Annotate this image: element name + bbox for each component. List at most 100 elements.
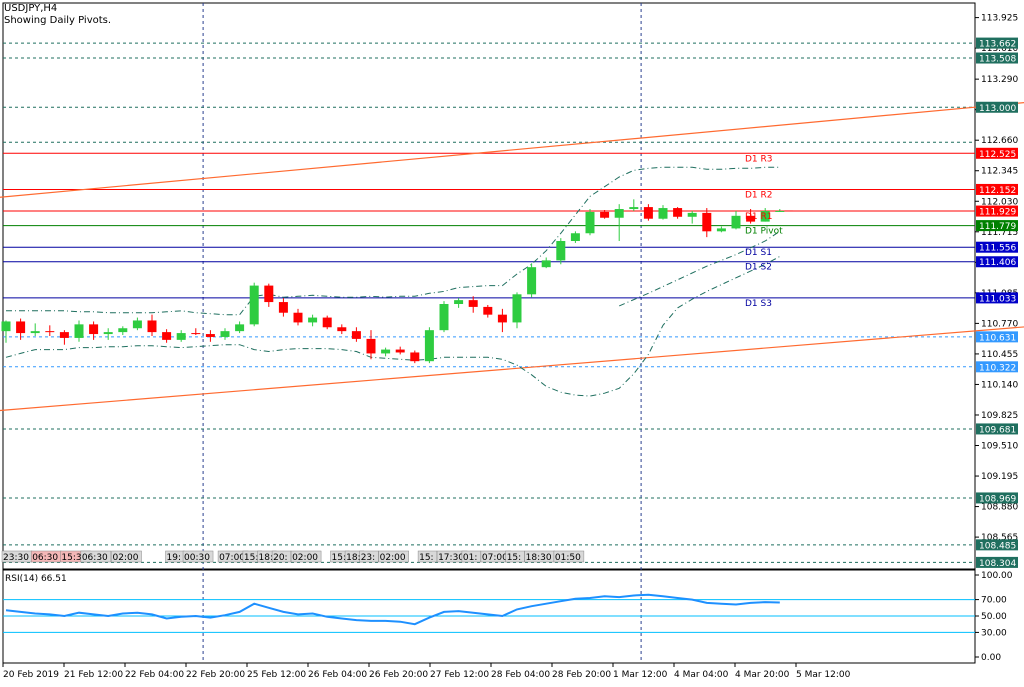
time-label-11: 02:00 bbox=[290, 550, 322, 563]
bollinger-lower-band bbox=[5, 256, 781, 397]
candle-10 bbox=[147, 314, 157, 336]
price-tag-bg bbox=[976, 205, 1018, 217]
price-axis-label-5: 112.345 bbox=[981, 167, 1018, 177]
candle-body bbox=[162, 332, 172, 340]
candle-body bbox=[30, 331, 40, 334]
time-label-14: 23: bbox=[359, 550, 379, 563]
candle-34 bbox=[497, 308, 507, 333]
candle-body bbox=[673, 208, 683, 217]
rsi-axis-label-0: 100.00 bbox=[981, 571, 1013, 581]
candle-body bbox=[16, 321, 26, 334]
time-axis-label-10: 1 Mar 12:00 bbox=[613, 670, 668, 680]
time-label-15: 02:00 bbox=[378, 550, 409, 563]
price-tag-bg bbox=[976, 183, 1018, 195]
time-label-text: 15: bbox=[244, 553, 258, 563]
price-tag-7: 111.556 bbox=[976, 241, 1018, 254]
price-tag-bg bbox=[976, 539, 1018, 551]
trend-line-0 bbox=[0, 102, 1024, 198]
candle-body bbox=[410, 352, 420, 362]
candle-49 bbox=[716, 226, 726, 233]
price-tag-bg bbox=[976, 492, 1018, 504]
candle-29 bbox=[424, 327, 434, 364]
rsi-layer: 100.00 70.00 50.00 30.00 0.00 bbox=[3, 571, 1013, 663]
price-tag-12: 109.681 bbox=[976, 423, 1018, 435]
candle-body bbox=[643, 207, 653, 219]
price-tag-11: 110.322 bbox=[976, 361, 1018, 373]
candle-body bbox=[264, 285, 274, 303]
price-axis-label-17: 108.565 bbox=[981, 533, 1018, 543]
candle-26 bbox=[381, 347, 391, 357]
candle-body bbox=[497, 314, 507, 323]
price-tag-bg bbox=[976, 292, 1018, 304]
time-axis-label-12: 4 Mar 20:00 bbox=[735, 670, 790, 680]
candle-body bbox=[278, 302, 288, 313]
candle-body bbox=[483, 306, 493, 315]
time-label-text: 18: bbox=[259, 553, 273, 563]
time-label-text: 01:50 bbox=[555, 553, 581, 563]
candle-body bbox=[366, 338, 376, 354]
time-label-20: 15: bbox=[505, 550, 525, 563]
candle-body bbox=[235, 324, 245, 332]
price-tag-text: 108.485 bbox=[979, 541, 1016, 551]
candle-body bbox=[59, 332, 69, 338]
price-tag-text: 111.406 bbox=[979, 258, 1016, 268]
candle-body bbox=[249, 285, 259, 325]
price-tag-13: 108.969 bbox=[976, 492, 1018, 504]
pivot-label-0: D1 R3 bbox=[745, 154, 773, 164]
candle-12 bbox=[176, 330, 186, 342]
candle-1 bbox=[16, 318, 26, 340]
time-label-bg bbox=[378, 550, 409, 563]
pivot-label-5: D1 S2 bbox=[745, 263, 772, 273]
candle-9 bbox=[132, 317, 142, 331]
time-label-18: 01: bbox=[461, 550, 481, 563]
candle-17 bbox=[249, 282, 259, 327]
candle-body bbox=[74, 324, 84, 338]
rsi-axis-label-3: 30.00 bbox=[981, 628, 1007, 638]
candle-2 bbox=[30, 323, 40, 336]
candle-body bbox=[556, 241, 566, 261]
price-tag-9: 111.033 bbox=[976, 292, 1018, 304]
price-axis-label-6: 112.030 bbox=[981, 197, 1018, 207]
candle-19 bbox=[278, 298, 288, 317]
candle-body bbox=[439, 304, 449, 331]
candle-body bbox=[731, 215, 741, 229]
time-label-text: 20: bbox=[273, 553, 287, 563]
price-tag-5: 111.929 bbox=[976, 205, 1018, 218]
candle-body bbox=[205, 334, 215, 337]
time-label-1: 06:30 bbox=[30, 550, 62, 563]
candle-46 bbox=[673, 207, 683, 219]
price-tag-text: 113.000 bbox=[979, 104, 1016, 114]
time-label-21: 18:30 bbox=[524, 550, 555, 563]
main-panel-frame bbox=[2, 2, 976, 570]
pivot-label-4: D1 S1 bbox=[745, 248, 772, 258]
bollinger-layer bbox=[5, 166, 781, 397]
price-tag-14: 108.485 bbox=[976, 539, 1018, 551]
candle-body bbox=[89, 324, 99, 335]
candle-body bbox=[527, 267, 537, 295]
candle-22 bbox=[322, 315, 332, 330]
time-label-text: 02:00 bbox=[113, 553, 139, 563]
price-tag-bg bbox=[976, 220, 1018, 232]
price-tag-text: 111.929 bbox=[979, 208, 1016, 218]
time-axis-label-4: 25 Feb 12:00 bbox=[247, 670, 306, 680]
price-axis-label-2: 113.290 bbox=[981, 75, 1018, 85]
candle-16 bbox=[235, 321, 245, 334]
rsi-axis-label-4: 0.00 bbox=[981, 653, 1001, 663]
time-label-3: 06:30 bbox=[80, 550, 112, 563]
time-axis-label-11: 4 Mar 04:00 bbox=[674, 670, 729, 680]
time-axis-label-3: 22 Feb 20:00 bbox=[186, 670, 245, 680]
price-tag-6: 111.779 bbox=[976, 220, 1018, 232]
candle-23 bbox=[337, 324, 347, 335]
time-axis-label-8: 28 Feb 04:00 bbox=[491, 670, 550, 680]
candles-layer bbox=[1, 199, 793, 364]
price-tag-bg bbox=[976, 361, 1018, 373]
candle-body bbox=[716, 228, 726, 232]
candle-8 bbox=[118, 326, 128, 336]
candle-38 bbox=[556, 238, 566, 265]
time-label-text: 19: bbox=[167, 553, 181, 563]
candle-36 bbox=[527, 263, 537, 298]
pivot-label-3: D1 Pivot bbox=[745, 227, 783, 237]
pivot-label-1: D1 R2 bbox=[745, 190, 773, 200]
candle-35 bbox=[512, 292, 522, 329]
candle-51 bbox=[746, 209, 756, 224]
